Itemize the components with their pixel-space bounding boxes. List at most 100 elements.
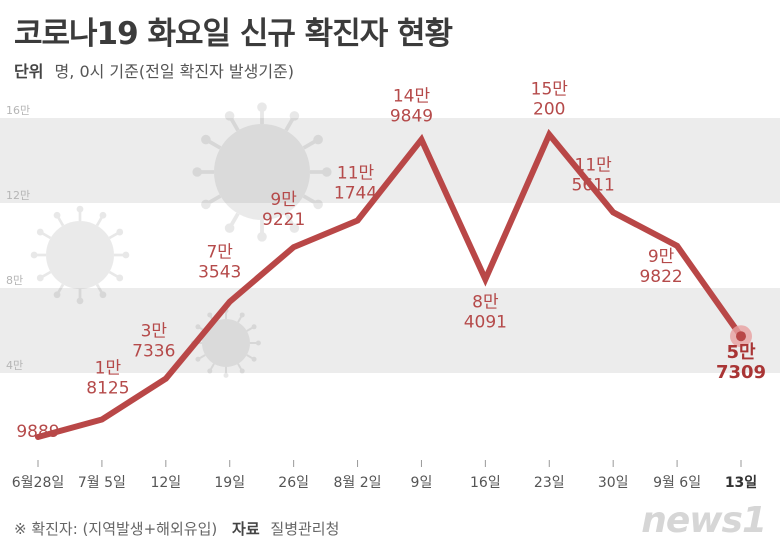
virus-spike-tip [36,228,44,236]
virus-spike-tip [76,205,84,213]
virus-icon [191,308,261,378]
virus-spike-tip [251,324,257,330]
virus-illustrations [30,102,332,378]
virus-spike [302,137,320,150]
value-label-top: 14만 [393,87,431,107]
virus-spike-tip [257,102,267,112]
virus-spike-tip [289,111,300,121]
virus-spike [108,230,121,240]
virus-spike-tip [30,251,38,259]
y-tick-label: 12만 [6,189,30,202]
virus-spike-tip [251,356,257,362]
virus-spike [95,214,105,227]
value-labels: 98891만81253만73367만35439만922111만174414만98… [16,80,766,442]
unit-line: 단위 명, 0시 기준(전일 확진자 발생기준) [14,58,294,82]
virus-spike [55,214,65,227]
last-point [736,331,746,342]
source-label: 자료 [232,520,260,538]
virus-spike-tip [76,297,84,305]
x-axis-labels: 6월28일 7월 5일 12일 19일 26일 8월 2일 9일 16일 23일 30일 9월 6일… [12,460,757,491]
news1-logo: news1 [641,500,767,541]
value-label-bottom: 9221 [262,210,305,230]
x-tick-label: 12일 [150,475,181,491]
virus-spike [284,114,297,132]
virus-spike-tip [224,111,235,121]
virus-spike-tip [36,274,44,282]
virus-icon [192,102,332,242]
value-label-top: 5만 [726,342,756,363]
virus-spike-tip [207,312,213,318]
virus-spike [204,137,222,150]
virus-body [46,221,114,289]
virus-spike-tip [53,291,61,299]
value-label-bottom: 7336 [132,342,175,362]
grid-band [0,288,780,373]
virus-spike-tip [313,199,323,210]
virus-spike-tip [289,223,300,233]
source-text: 질병관리청 [270,520,340,538]
line-chart: 4만 8만 12만 16만 6월28일 7월 5일 12일 19일 26일 8월 2일 9일 16일… [0,80,780,491]
value-label-top: 9만 [648,247,675,267]
virus-spike-tip [322,167,332,177]
y-tick-label: 4만 [6,359,23,372]
virus-spike [227,114,240,132]
virus-spike [108,270,121,280]
virus-spike-tip [201,134,211,145]
x-tick-label: 16일 [470,475,501,491]
virus-spike [197,354,206,361]
value-label-top: 15만 [531,80,569,100]
value-label-bottom: 8125 [86,378,129,398]
value-label-top: 11만 [575,155,613,175]
virus-spike [39,230,52,240]
virus-spike [237,314,244,323]
virus-spike-tip [192,167,202,177]
series-line-group [35,128,752,440]
virus-spike [302,194,320,207]
grid-band [0,118,780,203]
virus-spike-tip [122,251,130,259]
virus-spike [39,270,52,280]
virus-spike [246,325,255,332]
x-tick-label: 9월 6일 [653,475,701,491]
value-label-bottom: 7309 [716,362,766,383]
virus-spike-tip [201,199,211,210]
series-line [35,128,744,440]
x-tick-label: 8월 2일 [334,475,382,491]
virus-spike [55,283,65,296]
value-label-bottom: 3543 [198,263,241,283]
value-label-top: 9만 [270,190,297,210]
unit-label: 단위 [14,62,44,81]
virus-icon [30,205,130,305]
x-tick-label: 13일 [725,475,757,491]
virus-body [214,124,310,220]
virus-spike-tip [207,368,213,374]
chart-title: 코로나19 화요일 신규 확진자 현황 [14,16,453,52]
virus-spike-tip [53,211,61,219]
virus-spike-tip [116,228,124,236]
virus-spike-tip [224,223,235,233]
value-label-top: 1만 [95,358,122,378]
virus-spike [227,212,240,230]
footnote: ※ 확진자: (지역발생+해외유입) 자료 질병관리청 [14,518,339,539]
value-label-bottom: 4091 [464,312,507,332]
x-tick-label: 7월 5일 [78,475,126,491]
value-label-top: 3만 [141,322,168,342]
virus-spike-tip [239,368,245,374]
virus-spike-tip [257,232,267,242]
x-tick-label: 6월28일 [12,475,64,491]
background-bands [0,118,780,373]
x-tick-label: 9일 [411,475,433,491]
x-tick-label: 19일 [214,475,245,491]
virus-spike-tip [255,340,261,346]
value-label-top: 7만 [206,243,233,263]
virus-spike [208,363,215,372]
value-label-bottom: 9822 [639,267,682,287]
value-label-top: 8만 [472,292,499,312]
virus-spike [237,363,244,372]
virus-spike [95,283,105,296]
value-label-top: 11만 [337,164,375,184]
x-tick-label: 23일 [534,475,565,491]
footnote-note: ※ 확진자: (지역발생+해외유입) [14,520,218,538]
value-label-bottom: 9889 [16,422,59,442]
virus-spike-tip [116,274,124,282]
